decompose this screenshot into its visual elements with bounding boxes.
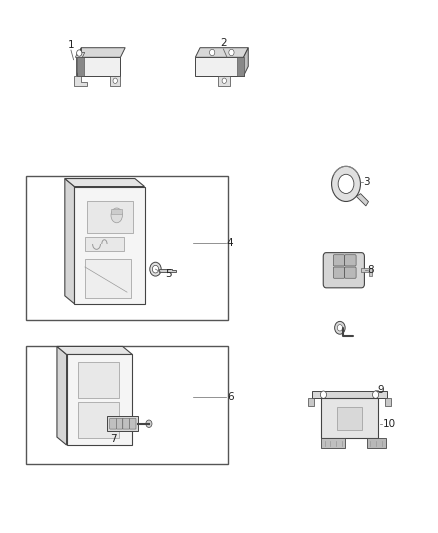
Circle shape <box>222 78 226 83</box>
Polygon shape <box>159 269 176 272</box>
Polygon shape <box>195 48 248 58</box>
Polygon shape <box>77 58 84 76</box>
Circle shape <box>373 391 378 399</box>
FancyBboxPatch shape <box>107 416 138 431</box>
Circle shape <box>77 50 82 56</box>
Circle shape <box>150 262 161 276</box>
FancyBboxPatch shape <box>110 418 117 429</box>
Text: 7: 7 <box>110 434 117 445</box>
Polygon shape <box>78 401 119 438</box>
Polygon shape <box>65 179 145 187</box>
Polygon shape <box>57 346 67 445</box>
Bar <box>26 176 228 320</box>
Polygon shape <box>244 48 248 76</box>
FancyBboxPatch shape <box>123 418 130 429</box>
Text: 10: 10 <box>382 419 396 429</box>
Polygon shape <box>74 187 145 304</box>
Polygon shape <box>111 209 122 214</box>
Polygon shape <box>337 407 362 430</box>
Polygon shape <box>385 399 391 406</box>
Polygon shape <box>85 259 131 298</box>
Polygon shape <box>367 438 386 448</box>
Polygon shape <box>110 76 120 85</box>
Text: 1: 1 <box>67 39 74 50</box>
Polygon shape <box>321 438 345 448</box>
Polygon shape <box>237 58 244 76</box>
Polygon shape <box>312 391 387 399</box>
Polygon shape <box>77 58 120 76</box>
FancyBboxPatch shape <box>130 418 136 429</box>
Polygon shape <box>67 354 132 445</box>
Polygon shape <box>356 193 368 206</box>
Polygon shape <box>57 346 132 354</box>
FancyBboxPatch shape <box>333 255 345 266</box>
Polygon shape <box>75 53 85 58</box>
Polygon shape <box>74 76 87 85</box>
Polygon shape <box>321 399 378 438</box>
Text: 5: 5 <box>165 269 172 279</box>
Circle shape <box>229 50 234 56</box>
Polygon shape <box>195 58 244 76</box>
Circle shape <box>337 325 343 331</box>
FancyBboxPatch shape <box>117 418 123 429</box>
Circle shape <box>146 420 152 427</box>
Polygon shape <box>77 48 125 58</box>
Text: 8: 8 <box>367 265 374 275</box>
Polygon shape <box>308 399 314 406</box>
Text: 3: 3 <box>363 177 369 187</box>
Text: 9: 9 <box>378 385 384 395</box>
Polygon shape <box>78 362 119 398</box>
Circle shape <box>335 321 345 334</box>
Text: 4: 4 <box>227 238 233 247</box>
FancyBboxPatch shape <box>345 267 356 278</box>
Text: 6: 6 <box>227 392 233 402</box>
Circle shape <box>321 391 326 399</box>
FancyBboxPatch shape <box>333 267 345 278</box>
FancyBboxPatch shape <box>323 253 364 288</box>
Polygon shape <box>65 179 74 304</box>
FancyBboxPatch shape <box>345 255 356 266</box>
Ellipse shape <box>111 208 122 223</box>
Bar <box>26 346 228 464</box>
Circle shape <box>113 78 117 83</box>
Polygon shape <box>87 200 133 233</box>
Circle shape <box>332 166 360 201</box>
Circle shape <box>209 50 215 56</box>
Text: 2: 2 <box>220 38 227 48</box>
Polygon shape <box>77 48 81 76</box>
Polygon shape <box>361 268 372 276</box>
Polygon shape <box>85 237 124 251</box>
Polygon shape <box>218 76 230 85</box>
Circle shape <box>338 174 354 193</box>
Circle shape <box>152 265 159 273</box>
